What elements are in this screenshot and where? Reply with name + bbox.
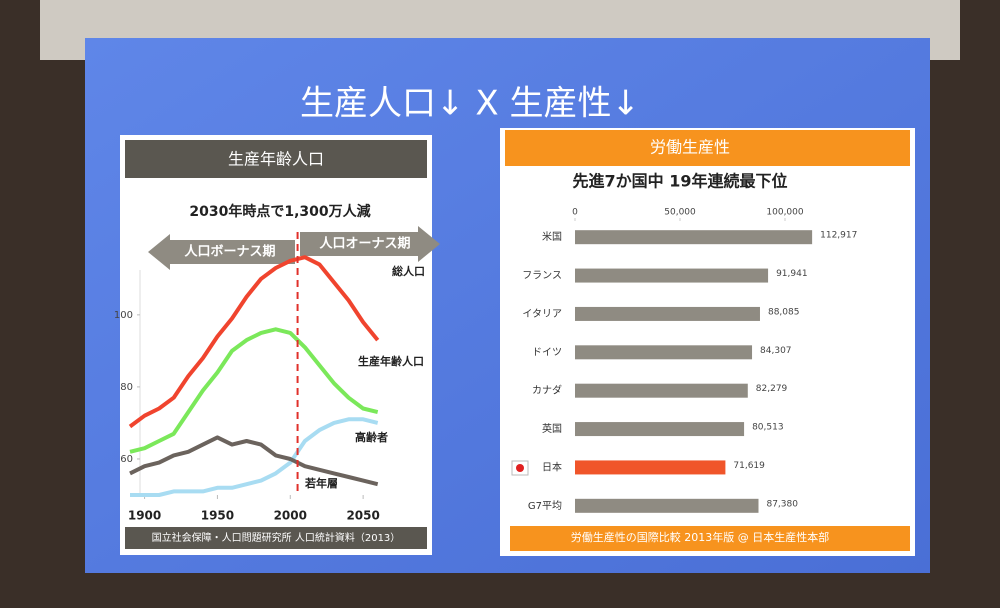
value-label: 112,917 — [820, 231, 857, 241]
left-source-band — [125, 527, 427, 549]
category-label: フランス — [522, 270, 562, 282]
right-panel — [500, 128, 915, 556]
value-label: 91,941 — [776, 269, 808, 279]
bar — [575, 268, 769, 283]
category-label: 英国 — [542, 422, 562, 435]
right-source-band — [510, 526, 910, 551]
x-tick-label: 100,000 — [766, 208, 803, 218]
series-line — [129, 327, 379, 454]
x-tick-label: 2050 — [346, 509, 379, 523]
x-tick-label: 1950 — [201, 509, 234, 523]
category-label: イタリア — [522, 308, 562, 320]
value-label: 88,085 — [768, 307, 800, 317]
y-tick-label: 80 — [120, 382, 133, 393]
series-label: 高齢者 — [355, 430, 388, 444]
value-label: 82,279 — [756, 384, 788, 394]
series-label: 総人口 — [392, 264, 425, 278]
bar — [575, 422, 745, 437]
series-label: 生産年齢人口 — [358, 354, 424, 368]
category-label: ドイツ — [532, 347, 562, 358]
right-title: 労働生産性 — [650, 138, 730, 157]
bar — [575, 460, 726, 475]
series-label: 若年層 — [305, 476, 338, 490]
bar — [575, 306, 760, 321]
bar — [575, 230, 813, 245]
category-label: 日本 — [542, 460, 562, 473]
onus-arrow — [300, 226, 440, 262]
category-label: カナダ — [532, 384, 562, 397]
bar — [575, 383, 748, 398]
japan-flag-sun — [516, 464, 524, 472]
series-line — [130, 417, 379, 497]
left-title: 生産年齢人口 — [228, 150, 324, 169]
left-panel — [120, 135, 432, 555]
value-label: 80,513 — [752, 423, 784, 433]
left-header — [125, 140, 427, 178]
category-label: G7平均 — [528, 500, 562, 512]
x-tick-label: 1900 — [128, 509, 161, 523]
right-subtitle: 先進7か国中 19年連続最下位 — [573, 172, 788, 191]
bar — [575, 498, 759, 513]
series-line — [128, 255, 380, 429]
slide-title: 生産人口↓ X 生産性↓ — [300, 84, 640, 124]
x-tick-label: 0 — [572, 208, 578, 218]
left-source: 国立社会保障・人口問題研究所 人口統計資料（2013） — [152, 531, 401, 544]
y-tick-label: 100 — [114, 310, 133, 321]
category-label: 米国 — [542, 230, 562, 243]
series-line — [129, 435, 379, 487]
bonus-label: 人口ボーナス期 — [184, 244, 275, 260]
x-tick-label: 50,000 — [664, 208, 696, 218]
y-tick-label: 60 — [120, 454, 133, 465]
right-header — [505, 130, 910, 166]
value-label: 87,380 — [766, 499, 798, 509]
value-label: 71,619 — [733, 461, 765, 471]
right-source: 労働生産性の国際比較 2013年版 @ 日本生産性本部 — [571, 530, 829, 544]
x-tick-label: 2000 — [274, 509, 307, 523]
value-label: 84,307 — [760, 346, 792, 356]
bonus-arrow — [148, 234, 295, 270]
left-subtitle: 2030年時点で1,300万人減 — [189, 203, 370, 220]
bar — [575, 345, 753, 360]
onus-label: 人口オーナス期 — [319, 236, 410, 252]
